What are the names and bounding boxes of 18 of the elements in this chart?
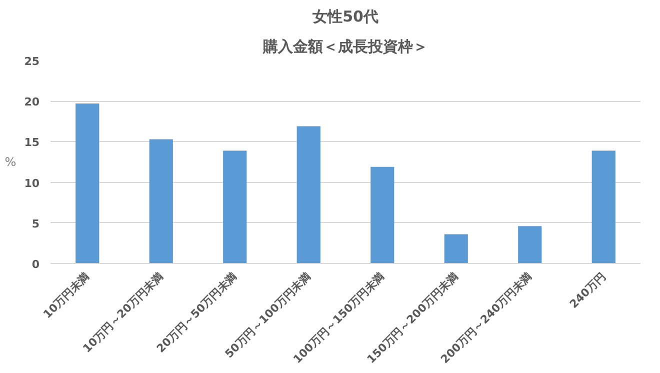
y-tick-label: 10 [24, 176, 40, 190]
bar [296, 126, 320, 264]
y-tick-label: 15 [24, 136, 40, 150]
bar [592, 150, 616, 264]
y-tick-label: 20 [24, 96, 40, 109]
chart-subtitle: 購入金額＜成長投資枠＞ [262, 38, 428, 56]
y-axis-title: % [4, 155, 16, 169]
bar [518, 226, 542, 264]
bar [223, 150, 247, 264]
y-tick-label: 0 [32, 258, 40, 271]
y-tick-label: 5 [32, 217, 40, 230]
bar [370, 166, 394, 264]
bar [76, 104, 100, 264]
bar [444, 234, 468, 264]
x-tick-label: 10万円未満 [40, 270, 92, 322]
chart-title: 女性50代 [312, 8, 378, 26]
y-tick-label: 25 [24, 55, 40, 68]
bar [149, 139, 173, 264]
